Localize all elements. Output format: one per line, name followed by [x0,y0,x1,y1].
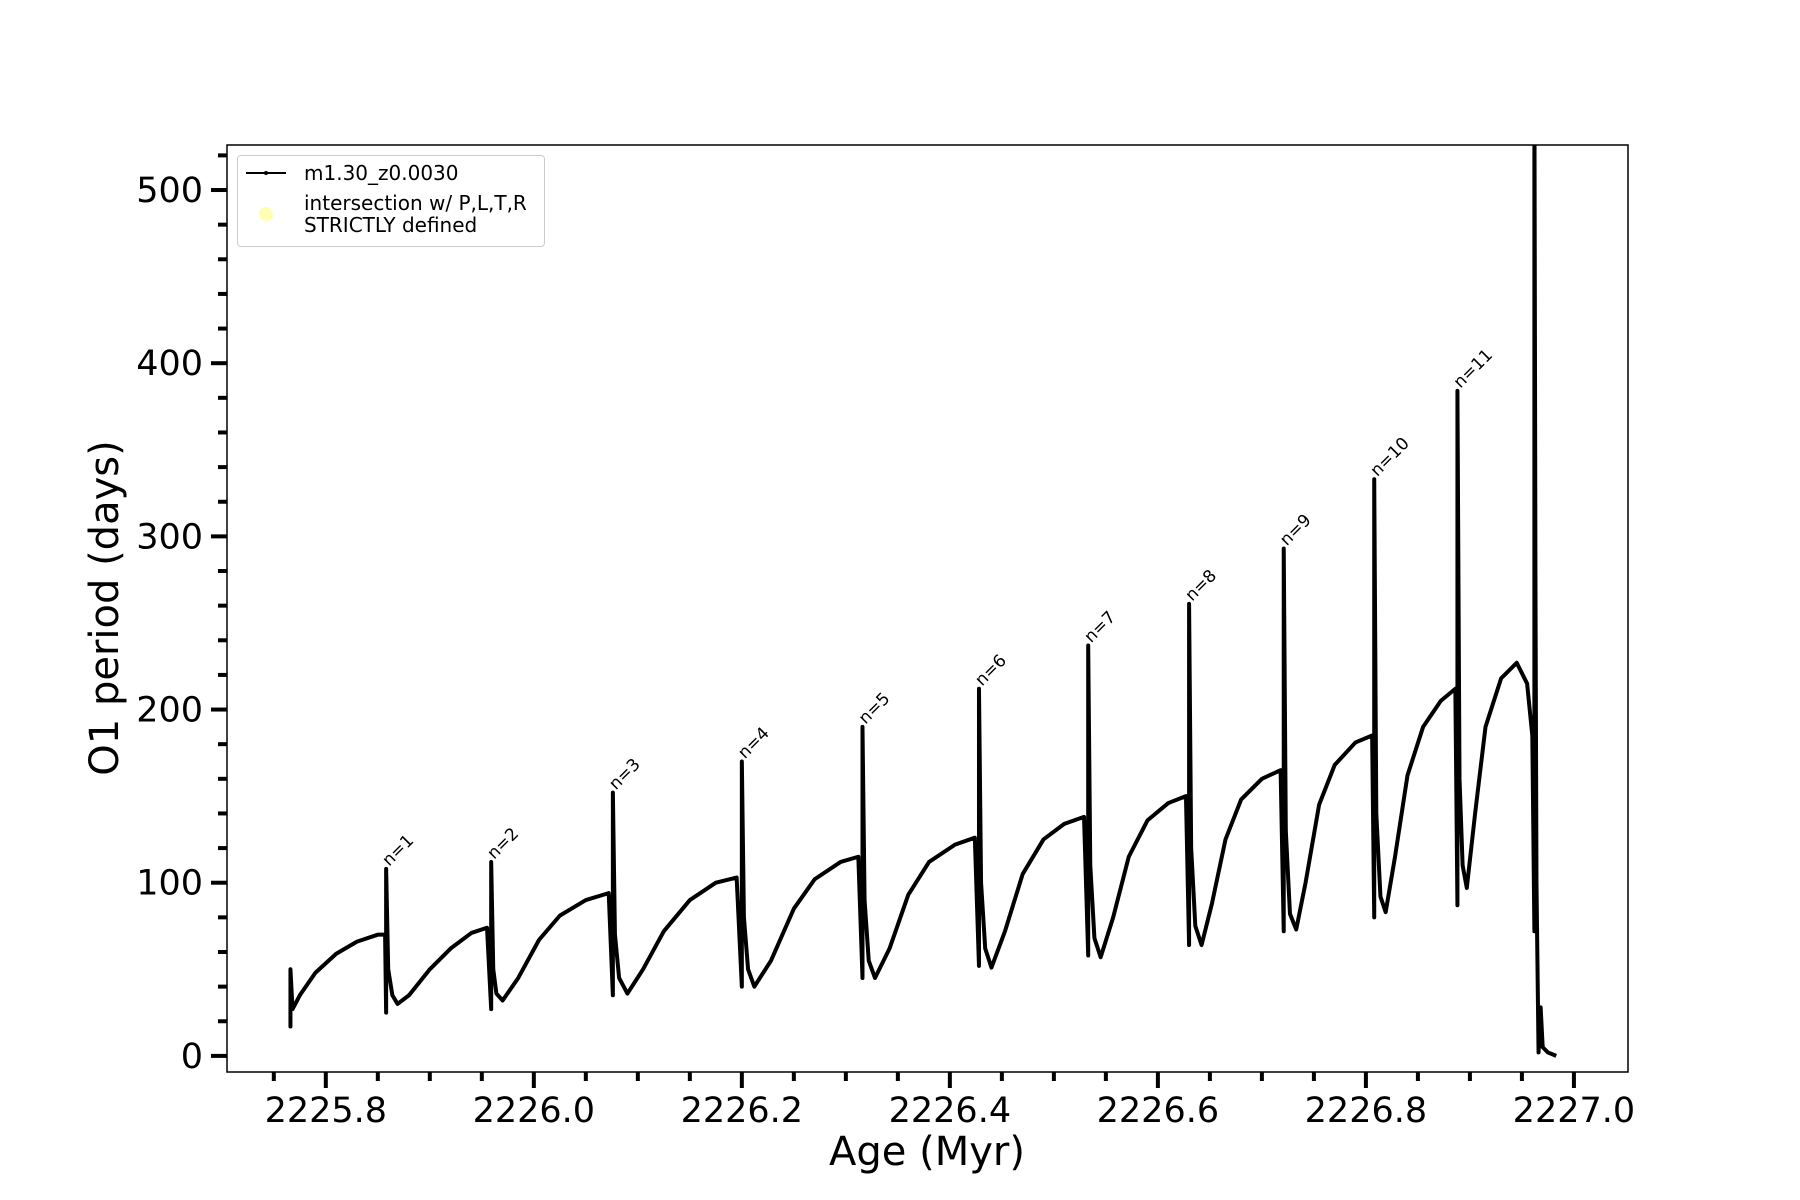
annotation: n=6 [971,651,1010,690]
annotation: n=9 [1276,511,1315,550]
annotation: n=8 [1181,566,1220,605]
legend: m1.30_z0.0030 intersection w/ P,L,T,R STR… [237,155,545,247]
x-tick-label: 2226.0 [473,1091,595,1131]
legend-label: m1.30_z0.0030 [304,161,459,185]
y-tick-label: 400 [136,344,203,384]
legend-icon [246,171,286,175]
legend-icon [259,207,273,221]
legend-entry: m1.30_z0.0030 [238,162,459,184]
x-tick-label: 2226.4 [889,1091,1011,1131]
annotation: n=10 [1367,434,1414,481]
x-tick-label: 2226.2 [681,1091,803,1131]
annotation: n=11 [1450,345,1497,392]
y-tick-label: 0 [181,1037,203,1077]
legend-marker [264,171,268,175]
x-tick-label: 2227.0 [1513,1091,1635,1131]
legend-entry: intersection w/ P,L,T,R STRICTLY defined [238,192,527,236]
annotation: n=7 [1081,608,1120,647]
annotation: n=3 [605,755,644,794]
annotation: n=2 [484,824,523,863]
annotation: n=4 [734,724,773,763]
y-tick-label: 200 [136,691,203,731]
y-tick-label: 300 [136,517,203,557]
series-line [288,145,1557,1058]
plot-area [288,145,1557,1058]
x-tick-label: 2226.6 [1097,1091,1219,1131]
annotation: n=5 [855,689,894,728]
legend-label: intersection w/ P,L,T,R STRICTLY defined [304,191,527,237]
x-tick-label: 2226.8 [1305,1091,1427,1131]
plot-frame [226,144,1629,1073]
y-axis-label: O1 period (days) [82,440,128,775]
x-tick-label: 2225.8 [265,1091,387,1131]
y-tick-label: 500 [136,171,203,211]
annotation: n=1 [379,831,418,870]
legend-marker [259,207,273,221]
y-tick-label: 100 [136,864,203,904]
x-axis-label: Age (Myr) [829,1129,1025,1175]
